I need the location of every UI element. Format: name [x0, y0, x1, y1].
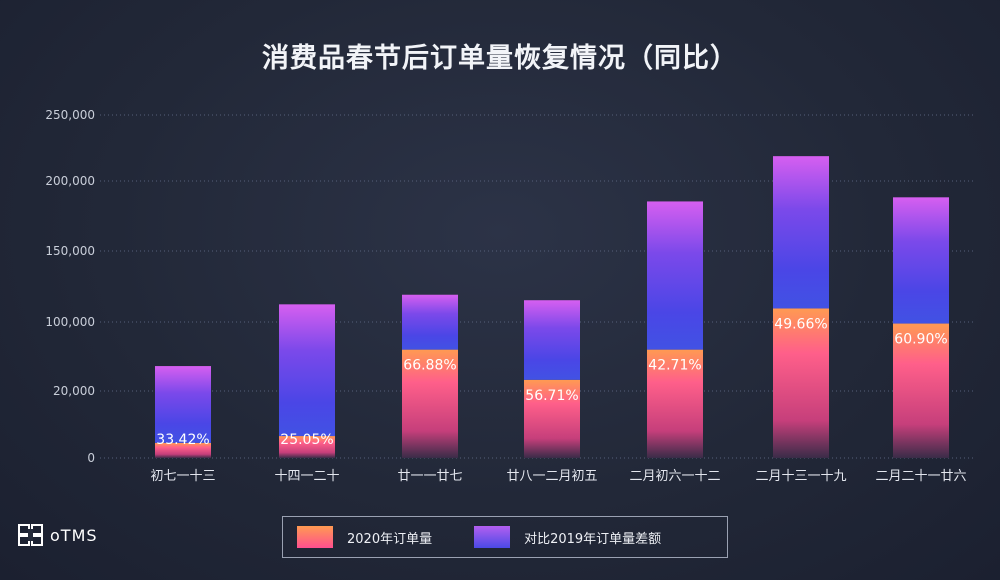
y-tick-label: 200,000 — [45, 174, 95, 188]
x-category-label: 初七一十三 — [150, 469, 215, 484]
x-category-label: 二月初六一十二 — [629, 469, 720, 484]
y-tick-label: 100,000 — [45, 315, 95, 329]
x-category-label: 十四一二十 — [274, 469, 339, 484]
data-label-recovery-rate: 49.66% — [774, 316, 827, 332]
data-label-recovery-rate: 60.90% — [894, 332, 947, 348]
x-category-label: 廿八一二月初五 — [506, 469, 597, 484]
bar-2019-diff — [893, 197, 949, 324]
bar-2019-diff — [155, 366, 211, 443]
bar-2020-orders — [773, 308, 829, 458]
x-category-label: 二月二十一廿六 — [875, 469, 966, 484]
legend-label-2019-diff: 对比2019年订单量差额 — [524, 531, 662, 547]
bar-2020-orders — [647, 349, 703, 458]
bar-2020-orders — [893, 323, 949, 458]
bar-2019-diff — [773, 156, 829, 309]
bar-2019-diff — [524, 300, 580, 380]
legend-label-2020-orders: 2020年订单量 — [347, 531, 433, 547]
data-label-recovery-rate: 56.71% — [525, 388, 578, 404]
x-category-label: 二月十三一十九 — [755, 469, 846, 484]
bar-2019-diff — [279, 304, 335, 437]
data-label-recovery-rate: 25.05% — [280, 432, 333, 448]
data-label-recovery-rate: 33.42% — [156, 432, 209, 448]
bar-chart: 0 20,000 100,000 150,000 200,000 250,000 33.42… — [45, 108, 975, 484]
otms-logo-icon — [18, 524, 43, 546]
legend-swatch-2019-diff — [474, 526, 511, 548]
bar-2020-orders — [155, 442, 211, 458]
y-tick-label: 150,000 — [45, 244, 95, 258]
chart-legend: 2020年订单量 对比2019年订单量差额 — [282, 516, 728, 558]
bar-2020-orders — [524, 379, 580, 458]
bar-2019-diff — [402, 294, 458, 350]
chart-title: 消费品春节后订单量恢复情况（同比） — [262, 43, 738, 74]
otms-logo: oTMS — [18, 524, 98, 546]
y-tick-label: 250,000 — [45, 108, 95, 122]
legend-item-2019-diff: 对比2019年订单量差额 — [474, 526, 661, 548]
bar-2020-orders — [279, 436, 335, 458]
otms-logo-text: oTMS — [50, 525, 98, 545]
data-label-recovery-rate: 66.88% — [403, 358, 456, 374]
legend-item-2020-orders: 2020年订单量 — [297, 526, 432, 548]
data-label-recovery-rate: 42.71% — [648, 358, 701, 374]
x-category-label: 廿一一廿七 — [397, 469, 462, 484]
bar-2020-orders — [402, 349, 458, 458]
y-tick-label: 20,000 — [53, 384, 95, 398]
bar-2019-diff — [647, 201, 703, 350]
legend-swatch-2020-orders — [297, 526, 333, 548]
y-tick-label: 0 — [87, 451, 95, 465]
